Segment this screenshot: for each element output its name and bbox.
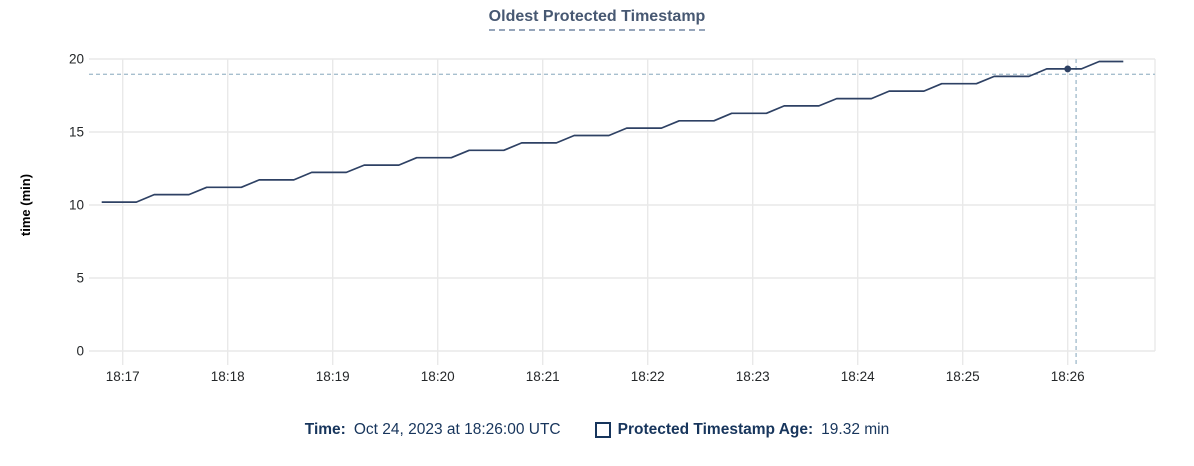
x-tick-label: 18:26 [1051,369,1085,384]
x-tick-label: 18:25 [946,369,980,384]
chart-legend: Time: Oct 24, 2023 at 18:26:00 UTC Prote… [0,421,1194,439]
x-tick-label: 18:17 [106,369,140,384]
x-tick-label: 18:24 [841,369,875,384]
legend-series-toggle[interactable]: Protected Timestamp Age: 19.32 min [594,421,890,439]
series-line [101,60,1124,203]
y-tick-label: 5 [76,271,84,286]
chart-title[interactable]: Oldest Protected Timestamp [488,8,706,31]
x-tick-label: 18:23 [736,369,770,384]
y-tick-label: 0 [76,344,84,359]
y-tick-label: 20 [69,52,84,67]
y-axis-title: time (min) [18,174,33,236]
time-value: Oct 24, 2023 at 18:26:00 UTC [353,421,561,438]
x-tick-label: 18:21 [526,369,560,384]
oldest-protected-timestamp-chart[interactable]: 0 5 10 15 20 18:17 18:18 18:19 18:20 18:21 18:22 18… [0,0,1194,412]
x-tick-label: 18:20 [421,369,455,384]
age-label: Protected Timestamp Age: [617,421,814,438]
chart-title-row: Oldest Protected Timestamp [0,8,1194,31]
y-tick-label: 10 [69,198,84,213]
age-value: 19.32 min [821,421,890,438]
x-tick-label: 18:18 [211,369,245,384]
time-label: Time: [304,421,346,438]
legend-checkbox-icon[interactable] [594,422,611,438]
hover-point-dot [1064,65,1072,73]
legend-time-group: Time: Oct 24, 2023 at 18:26:00 UTC [305,421,561,439]
x-tick-label: 18:19 [316,369,350,384]
y-tick-label: 15 [69,125,84,140]
x-tick-label: 18:22 [631,369,665,384]
